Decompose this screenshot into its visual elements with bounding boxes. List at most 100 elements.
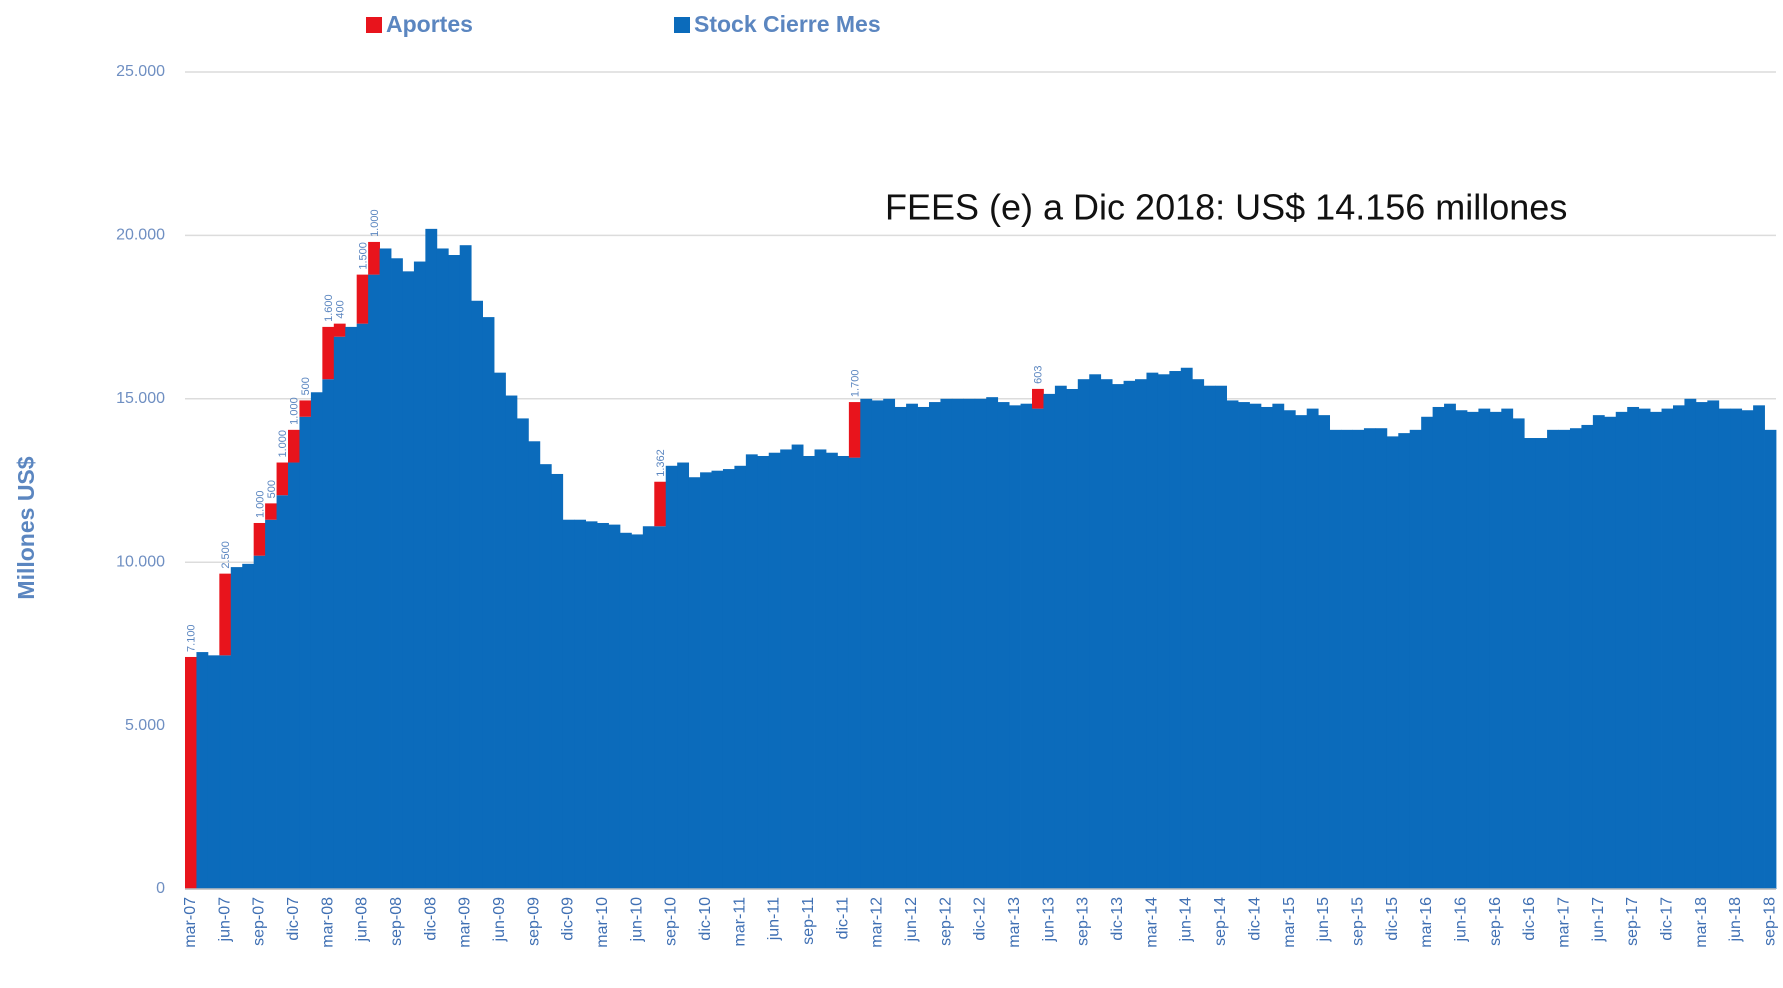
bar — [1215, 385, 1227, 889]
x-tick-label: sep-11 — [800, 897, 817, 945]
bar — [1283, 410, 1296, 889]
bar — [1638, 408, 1651, 889]
bar — [494, 372, 506, 889]
x-tick-label: mar-17 — [1555, 897, 1572, 948]
bar — [322, 326, 335, 380]
data-label: 500 — [266, 480, 278, 498]
bar — [1329, 429, 1342, 889]
bar — [368, 274, 380, 890]
bar — [1409, 429, 1422, 889]
bar — [539, 464, 552, 889]
bar — [276, 495, 289, 889]
bar — [1123, 380, 1136, 889]
bar — [528, 441, 541, 889]
bar — [1627, 406, 1640, 889]
bar — [391, 258, 403, 889]
bar — [654, 481, 667, 527]
data-label: 1.700 — [849, 370, 861, 398]
bar — [1615, 411, 1628, 889]
bar — [848, 402, 861, 458]
x-tick-label: jun-12 — [903, 897, 920, 943]
x-tick-label: jun-09 — [491, 897, 508, 943]
bar — [974, 398, 987, 889]
bar — [402, 271, 415, 889]
bar — [642, 526, 655, 889]
data-label: 7.100 — [186, 624, 198, 652]
x-tick-label: sep-09 — [525, 897, 542, 946]
bar — [1672, 405, 1685, 889]
bar — [597, 522, 609, 889]
x-tick-label: mar-11 — [731, 897, 748, 947]
y-tick-label: 5.000 — [125, 717, 165, 734]
bar — [253, 555, 266, 889]
bar — [1455, 410, 1468, 889]
bar — [1604, 416, 1617, 889]
x-tick-label: dic-12 — [972, 897, 989, 941]
bar — [1100, 379, 1113, 889]
data-label: 500 — [300, 377, 312, 395]
bar — [562, 519, 575, 889]
x-tick-label: mar-14 — [1143, 897, 1160, 948]
data-label: 1.000 — [369, 209, 381, 237]
legend-label: Aportes — [386, 11, 473, 37]
legend-swatch — [366, 17, 382, 33]
bar — [230, 567, 243, 889]
x-tick-label: dic-07 — [285, 897, 302, 941]
x-tick-label: mar-08 — [319, 897, 336, 948]
bar — [1180, 367, 1193, 889]
bar — [1157, 374, 1170, 889]
x-tick-label: dic-08 — [422, 897, 439, 941]
bar — [1112, 384, 1124, 889]
x-tick-label: jun-14 — [1178, 897, 1195, 943]
x-tick-label: jun-17 — [1590, 897, 1607, 943]
x-tick-label: dic-14 — [1246, 897, 1263, 941]
legend-label: Stock Cierre Mes — [694, 11, 881, 37]
bar — [1238, 402, 1250, 889]
bar — [951, 398, 964, 889]
bar — [1009, 405, 1021, 889]
bar — [1581, 424, 1594, 889]
bar — [997, 402, 1010, 889]
bar — [906, 403, 918, 889]
bar — [860, 398, 873, 889]
bar — [322, 379, 335, 889]
bar — [242, 563, 255, 889]
bar — [986, 397, 999, 889]
bar — [917, 406, 930, 889]
bar — [196, 652, 209, 889]
x-tick-label: sep-18 — [1761, 897, 1778, 946]
bar — [1478, 408, 1491, 889]
bar — [345, 326, 358, 889]
bar — [1764, 429, 1777, 889]
bar — [928, 402, 941, 889]
bar — [1512, 418, 1525, 889]
bar — [1558, 429, 1571, 889]
bar — [1054, 385, 1067, 889]
data-label: 1.362 — [655, 449, 667, 477]
y-tick-label: 10.000 — [116, 553, 165, 570]
bar — [1306, 408, 1319, 889]
x-tick-label: mar-12 — [869, 897, 886, 948]
bar — [1501, 408, 1514, 889]
x-tick-label: dic-15 — [1384, 897, 1401, 941]
bar — [654, 526, 667, 889]
x-tick-label: sep-12 — [937, 897, 954, 946]
x-tick-label: sep-16 — [1487, 897, 1504, 946]
bar — [1249, 403, 1262, 889]
bar — [848, 457, 861, 889]
bar — [1352, 429, 1365, 889]
bar — [253, 522, 266, 556]
bar — [299, 400, 312, 417]
bar — [1020, 403, 1033, 889]
bar — [448, 255, 461, 889]
bar — [310, 392, 323, 889]
bar — [1169, 371, 1182, 890]
bar — [333, 323, 346, 337]
bar — [608, 524, 621, 889]
x-tick-label: sep-10 — [663, 897, 680, 946]
annotation: FEES (e) a Dic 2018: US$ 14.156 millones — [885, 187, 1567, 228]
bar — [1089, 374, 1102, 889]
bar — [871, 400, 884, 889]
bar — [425, 228, 438, 889]
bar — [745, 454, 758, 889]
